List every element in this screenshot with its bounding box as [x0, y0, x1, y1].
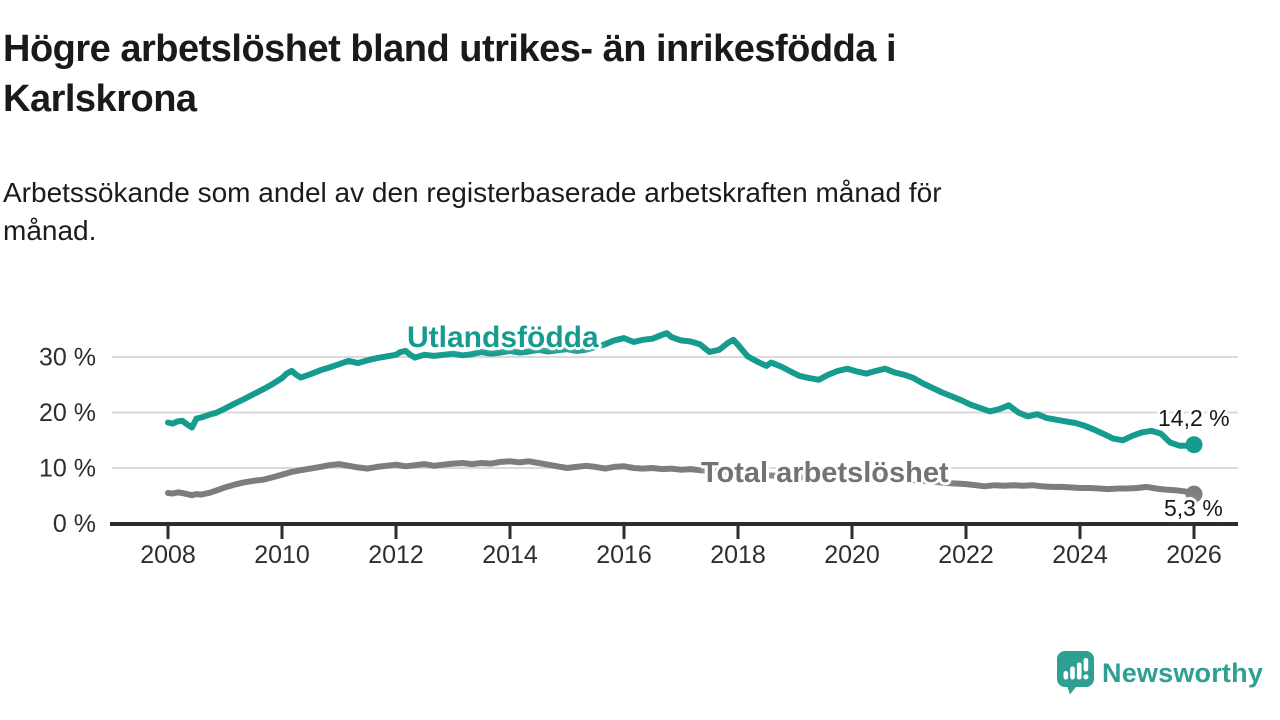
end-value-label-total: 5,3 % — [1164, 495, 1223, 521]
chart-title: Högre arbetslöshet bland utrikes- än inr… — [3, 24, 1203, 124]
x-axis-tick-label: 2010 — [254, 541, 310, 569]
x-axis-tick-label: 2008 — [140, 541, 196, 569]
series-line-1 — [165, 458, 1197, 499]
x-axis-tick-label: 2016 — [596, 541, 652, 569]
newsworthy-bubble-chart-icon — [1057, 651, 1094, 695]
chart-title-line1: Högre arbetslöshet bland utrikes- än inr… — [3, 28, 897, 70]
chart-subtitle-line2: månad. — [3, 215, 97, 246]
y-axis-tick-label: 30 % — [39, 344, 96, 372]
series-end-dot-1 — [1185, 485, 1203, 503]
x-axis-tick-label: 2014 — [482, 541, 538, 569]
series-label-total-arbetsloshet: Total arbetslöshet — [701, 457, 949, 489]
series-line-0 — [165, 330, 1197, 449]
series-end-dot-0 — [1185, 436, 1203, 454]
y-axis-tick-label: 20 % — [39, 399, 96, 427]
y-axis-tick-label: 0 % — [53, 510, 96, 538]
x-axis-tick-label: 2018 — [710, 541, 766, 569]
end-value-label-utlandsfodda: 14,2 % — [1158, 405, 1230, 431]
chart-subtitle: Arbetssökande som andel av den registerb… — [3, 174, 1193, 250]
newsworthy-brand-text: Newsworthy — [1102, 658, 1264, 688]
y-axis-tick-label: 10 % — [39, 455, 96, 483]
x-axis-tick-label: 2026 — [1166, 541, 1222, 569]
series-label-utlandsfodda: Utlandsfödda — [407, 321, 599, 354]
x-axis-tick-label: 2012 — [368, 541, 424, 569]
chart-subtitle-line1: Arbetssökande som andel av den registerb… — [3, 177, 942, 208]
x-axis-tick-label: 2020 — [824, 541, 880, 569]
x-axis-tick-label: 2022 — [938, 541, 994, 569]
x-axis-tick-label: 2024 — [1052, 541, 1108, 569]
chart-title-line2: Karlskrona — [3, 78, 197, 120]
newsworthy-logo: Newsworthy — [1056, 650, 1263, 696]
